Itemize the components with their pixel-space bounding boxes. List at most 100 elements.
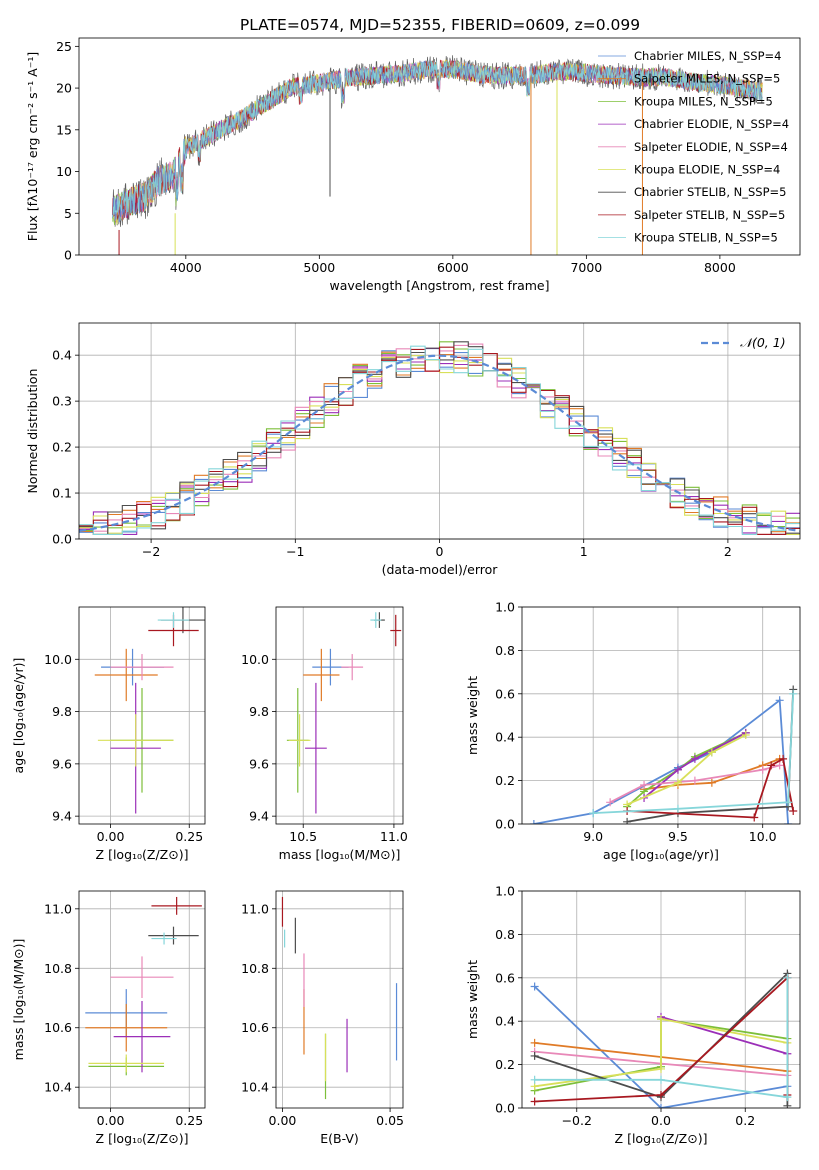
figure-title: PLATE=0574, MJD=52355, FIBERID=0609, z=0… — [240, 16, 640, 34]
weight-point-marker — [784, 820, 793, 824]
x-axis-label: E(B-V) — [320, 1131, 359, 1146]
weight-point-marker — [673, 778, 682, 787]
x-tick-label: 11.0 — [380, 829, 408, 844]
plot-area — [530, 969, 792, 1108]
x-axis-label: (data-model)/error — [382, 562, 499, 577]
weight-point-marker — [779, 754, 788, 763]
weight-point-marker — [657, 1075, 665, 1084]
x-tick-label: 0.0 — [651, 1113, 671, 1128]
x-tick-label: 0.00 — [269, 1113, 297, 1128]
x-axis-label: Z [log₁₀(Z/Z⊙)] — [96, 847, 189, 862]
mass-vs-ebv-axes: 0.00 0.05 10.4 10.6 10.8 11.0 E(B-V) — [241, 890, 404, 1146]
weight-point-marker — [783, 1093, 792, 1102]
x-tick-label: 0.05 — [376, 1113, 404, 1128]
x-tick-label: 0.25 — [175, 1113, 203, 1128]
y-tick-label: 9.4 — [52, 809, 72, 824]
y-tick-label: 0.4 — [495, 1014, 515, 1029]
x-tick-label: 0.2 — [735, 1113, 755, 1128]
x-tick-label: 7000 — [570, 260, 602, 275]
plot-area — [79, 341, 800, 535]
x-tick-label: 10.5 — [289, 829, 317, 844]
weight-point-marker — [606, 798, 615, 807]
weight-point-marker — [750, 813, 759, 822]
y-tick-label: 0.2 — [52, 440, 72, 455]
axes-border — [78, 890, 206, 1109]
y-tick-label: 0.2 — [495, 773, 515, 788]
x-axis-label: Z [log₁₀(Z/Z⊙)] — [96, 1131, 189, 1146]
weight-point-marker — [673, 765, 682, 774]
weight-vs-z-axes: −0.2 0.0 0.2 0.0 0.2 0.4 0.6 0.8 1.0 Z [log₁₀(Z/Z… — [465, 884, 801, 1146]
y-tick-label: 9.8 — [249, 704, 269, 719]
y-axis-label: mass [log₁₀(M/M⊙)] — [11, 939, 26, 1061]
axes-frame: 10.5 11.0 9.4 9.6 9.8 10.0 mass [log₁₀(M/M⊙)] — [241, 606, 408, 862]
weight-point-marker — [657, 1104, 665, 1108]
axes-frame: 0.00 0.25 10.4 10.6 10.8 11.0 Z [log₁₀(Z/Z⊙)] m… — [11, 890, 206, 1146]
y-tick-label: 0.0 — [495, 817, 515, 832]
y-tick-label: 0.8 — [495, 643, 515, 658]
legend-label: Kroupa STELIB, N_SSP=5 — [634, 231, 778, 245]
x-tick-label: 5000 — [303, 260, 335, 275]
age-vs-z-axes: 0.00 0.25 9.4 9.6 9.8 10.0 Z [log₁₀(Z/Z⊙)] age … — [11, 606, 206, 862]
y-tick-label: 0.6 — [495, 970, 515, 985]
y-axis-label: age [log₁₀(age/yr)] — [11, 658, 26, 774]
y-tick-label: 0.8 — [495, 927, 515, 942]
y-tick-label: 1.0 — [495, 600, 515, 615]
weight-point-marker — [530, 1038, 539, 1047]
y-tick-label: 10.6 — [241, 1020, 269, 1035]
weight-point-marker — [657, 1015, 665, 1024]
y-tick-label: 11.0 — [241, 901, 269, 916]
axes-frame: 0.00 0.05 10.4 10.6 10.8 11.0 E(B-V) — [241, 890, 404, 1146]
weight-point-marker — [589, 809, 598, 818]
weight-point-marker — [690, 754, 699, 763]
legend-label: Chabrier STELIB, N_SSP=5 — [634, 185, 786, 199]
spectrum-series-line — [112, 60, 763, 218]
y-tick-label: 1.0 — [495, 884, 515, 899]
y-tick-label: 0.4 — [52, 348, 72, 363]
x-tick-label: 0.25 — [175, 829, 203, 844]
legend-label: Chabrier ELODIE, N_SSP=4 — [634, 117, 789, 131]
legend-label: Salpeter STELIB, N_SSP=5 — [634, 208, 785, 222]
plot-area — [112, 55, 763, 255]
axes-border — [521, 606, 801, 825]
plot-area — [529, 685, 798, 824]
y-axis-label: Normed distribution — [25, 369, 40, 494]
x-tick-label: 10.0 — [749, 829, 777, 844]
plot-area — [281, 896, 398, 1100]
y-tick-label: 25 — [56, 39, 72, 54]
y-tick-label: 0.0 — [52, 532, 72, 547]
axes-border — [275, 606, 404, 825]
x-tick-label: 9.5 — [668, 829, 688, 844]
axes-border — [78, 606, 206, 825]
legend-label: Salpeter MILES, N_SSP=5 — [634, 72, 780, 86]
y-tick-label: 10.8 — [241, 961, 269, 976]
y-tick-label: 10.4 — [44, 1080, 72, 1095]
x-tick-label: 1 — [580, 544, 588, 559]
y-tick-label: 0.0 — [495, 1101, 515, 1116]
y-axis-label: mass weight — [465, 960, 480, 1039]
weight-series-line — [534, 977, 789, 1099]
y-tick-label: 0.2 — [495, 1057, 515, 1072]
y-tick-label: 9.6 — [249, 756, 269, 771]
y-tick-label: 15 — [56, 122, 72, 137]
x-tick-label: 8000 — [704, 260, 736, 275]
y-tick-label: 0.4 — [495, 730, 515, 745]
x-tick-label: −1 — [286, 544, 304, 559]
weight-point-marker — [640, 780, 649, 789]
x-tick-label: 4000 — [170, 260, 202, 275]
weight-point-marker — [707, 748, 716, 757]
normal-curve-line — [79, 354, 800, 532]
spectrum-axes: 4000 5000 6000 7000 8000 0 5 10 15 20 25 wavelength… — [25, 37, 801, 293]
y-tick-label: 10.4 — [241, 1080, 269, 1095]
weight-point-marker — [529, 820, 538, 824]
legend: 𝒩(0, 1) — [701, 335, 786, 350]
weight-point-marker — [741, 731, 750, 740]
weight-point-marker — [775, 761, 784, 770]
y-tick-label: 10.8 — [44, 961, 72, 976]
x-axis-label: Z [log₁₀(Z/Z⊙)] — [615, 1131, 708, 1146]
weight-series-line — [534, 1017, 788, 1088]
weight-point-marker — [657, 1090, 665, 1099]
legend-label: 𝒩(0, 1) — [740, 335, 786, 350]
x-axis-label: wavelength [Angstrom, rest frame] — [329, 278, 549, 293]
weight-point-marker — [623, 817, 632, 824]
x-tick-label: 0.00 — [97, 1113, 125, 1128]
